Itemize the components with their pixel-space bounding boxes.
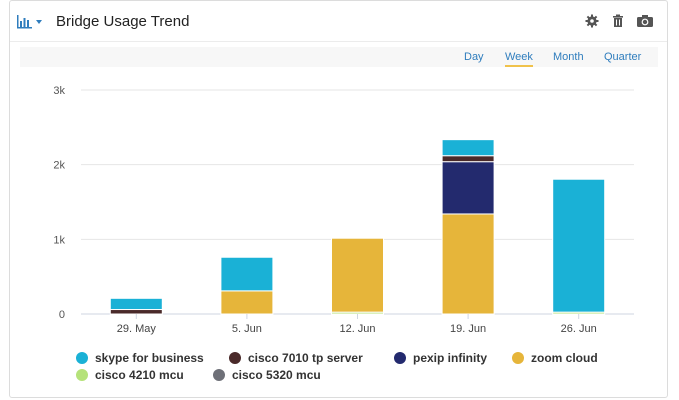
legend-item[interactable]: pexip infinity xyxy=(394,351,487,365)
tab-day[interactable]: Day xyxy=(464,51,484,63)
bar-chart-icon xyxy=(17,15,42,29)
legend-label: zoom cloud xyxy=(531,351,598,365)
chart-type-button[interactable] xyxy=(16,13,46,31)
widget-title: Bridge Usage Trend xyxy=(56,13,190,30)
stacked-bar-chart: 0 1k 2k 3k 29. May 5. Jun 12. Jun 19. Jun 26. Ju… xyxy=(53,85,634,335)
legend-label: cisco 4210 mcu xyxy=(95,368,184,382)
legend-swatch xyxy=(76,369,88,381)
legend-item[interactable]: skype for business xyxy=(76,351,204,365)
x-tick-label: 19. Jun xyxy=(450,323,486,335)
x-tick-label: 29. May xyxy=(117,323,157,335)
bar-segment xyxy=(220,256,274,292)
legend-label: pexip infinity xyxy=(413,351,488,365)
chevron-down-icon xyxy=(36,20,42,24)
x-tick-label: 12. Jun xyxy=(339,323,375,335)
x-tick-label: 26. Jun xyxy=(561,323,597,335)
y-tick-label: 3k xyxy=(53,85,65,97)
bar-segment xyxy=(331,237,384,313)
bar-segment xyxy=(109,309,163,315)
camera-icon[interactable] xyxy=(636,13,654,29)
tab-week[interactable]: Week xyxy=(505,51,533,67)
widget-card: Bridge Usage Trend xyxy=(9,0,668,398)
bar-segment xyxy=(441,161,495,215)
widget-header: Bridge Usage Trend xyxy=(10,1,667,42)
trash-icon[interactable] xyxy=(610,13,626,29)
legend-item[interactable]: cisco 4210 mcu xyxy=(76,368,184,382)
bar-segment xyxy=(552,178,606,313)
bar-segment xyxy=(441,139,495,157)
x-tick-label: 5. Jun xyxy=(232,323,262,335)
legend-label: cisco 5320 mcu xyxy=(232,368,321,382)
bar-segment xyxy=(109,297,163,311)
bar-segment xyxy=(441,155,495,163)
gear-icon[interactable] xyxy=(584,13,600,29)
tab-quarter[interactable]: Quarter xyxy=(604,51,642,63)
legend-label: skype for business xyxy=(95,351,204,365)
legend-swatch xyxy=(512,352,524,364)
legend-swatch xyxy=(213,369,225,381)
period-toolbar: Day Week Month Quarter xyxy=(20,47,658,67)
legend-item[interactable]: cisco 5320 mcu xyxy=(213,368,321,382)
bar-segment xyxy=(220,290,274,315)
y-tick-label: 1k xyxy=(53,234,65,246)
bar-segment xyxy=(441,213,495,315)
legend-item[interactable]: zoom cloud xyxy=(512,351,598,365)
legend-swatch xyxy=(394,352,406,364)
legend-item[interactable]: cisco 7010 tp server xyxy=(229,351,363,365)
y-tick-label: 2k xyxy=(53,160,65,172)
legend-swatch xyxy=(229,352,241,364)
y-tick-label: 0 xyxy=(59,309,65,321)
legend-label: cisco 7010 tp server xyxy=(248,351,363,365)
tab-month[interactable]: Month xyxy=(553,51,584,63)
legend-swatch xyxy=(76,352,88,364)
